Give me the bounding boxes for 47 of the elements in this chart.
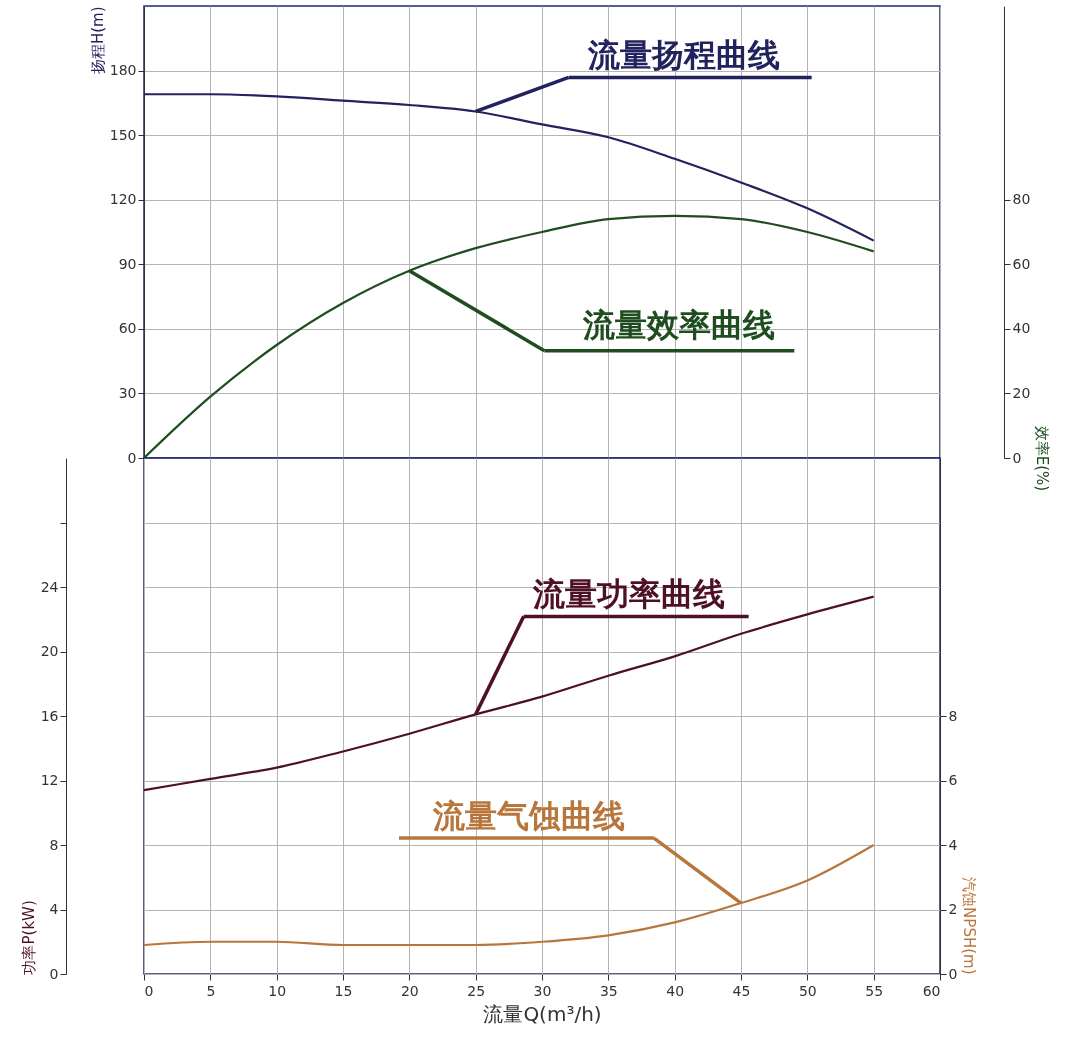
y2-tick-label: 8	[948, 707, 958, 724]
y2-tick-label: 20	[1012, 384, 1031, 401]
y-tick-label: 24	[40, 578, 59, 595]
x-tick-label: 20	[400, 982, 419, 999]
y-tick-label: 150	[109, 126, 137, 143]
y-tick-label: 0	[49, 965, 59, 982]
y2-tick-label: 60	[1012, 255, 1031, 272]
y-tick-label: 90	[118, 255, 137, 272]
y2-tick-label: 6	[948, 772, 958, 788]
x-axis-title: 流量Q(m³/h)	[483, 1001, 602, 1026]
text: 流量气蚀曲线	[432, 797, 625, 836]
x-tick-label: 35	[599, 982, 618, 999]
x-tick-label: 5	[206, 982, 216, 999]
y-tick-label: 8	[49, 836, 59, 853]
y2-axis-title: 效率E(%)	[1033, 425, 1052, 492]
x-tick-label: 25	[467, 982, 486, 999]
y2-tick-label: 4	[948, 836, 958, 853]
x-tick-label: 55	[865, 982, 884, 999]
y-tick-label: 180	[109, 62, 137, 79]
y2-tick-label: 40	[1012, 320, 1031, 337]
y-tick-label: 0	[127, 449, 137, 466]
text: 流量效率曲线	[582, 305, 776, 344]
x-tick-label: 40	[666, 982, 685, 999]
x-tick-label: 30	[533, 982, 552, 999]
x-tick-label: 15	[334, 982, 353, 999]
x-tick-label: 60	[922, 982, 941, 999]
x-tick-label: 50	[798, 982, 817, 999]
x-tick-label: 0	[144, 982, 154, 999]
y2-tick-label: 0	[1012, 449, 1022, 466]
y-tick-label: 4	[49, 901, 59, 917]
series-label: 流量扬程曲线	[586, 36, 780, 75]
y-tick-label: 20	[40, 643, 59, 659]
y-tick-label: 120	[109, 191, 137, 208]
y-tick-label: 60	[118, 320, 137, 337]
y2-tick-label: 80	[1012, 191, 1031, 208]
x-tick-label: 10	[268, 982, 287, 999]
y2-tick-label: 0	[948, 965, 958, 982]
y-tick-label: 16	[40, 707, 59, 724]
y-axis-title: 功率P(kW)	[19, 900, 38, 975]
x-tick-label: 45	[732, 982, 751, 999]
y2-axis-title: 汽蚀NPSH(m)	[960, 877, 979, 975]
line-series	[142, 214, 875, 460]
y-axis-title: 扬程H(m)	[88, 6, 107, 75]
series-label: 流量功率曲线	[531, 575, 725, 614]
y2-tick-label: 2	[948, 901, 958, 917]
y-tick-label: 12	[40, 772, 59, 788]
y-tick-label: 30	[118, 384, 137, 401]
